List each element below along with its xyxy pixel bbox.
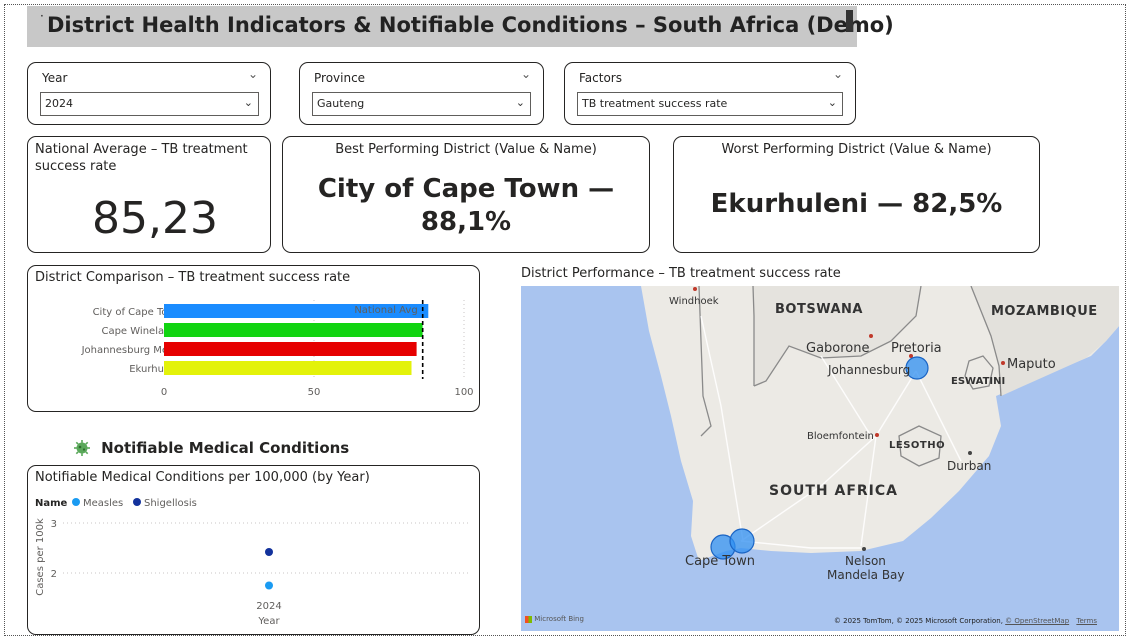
worst-district-card: Worst Performing District (Value & Name)… [673, 136, 1040, 253]
page-title: District Health Indicators & Notifiable … [47, 13, 894, 37]
category-label: Ekurhuleni [129, 364, 182, 375]
national-average-card: National Average – TB treatment success … [27, 136, 271, 253]
microsoft-logo-icon [525, 615, 532, 623]
label-south-africa: SOUTH AFRICA [769, 483, 898, 499]
best-district-value-line2: 88,1% [420, 207, 512, 237]
chevron-down-icon[interactable]: ⌄ [827, 96, 837, 109]
legend-label: Shigellosis [144, 498, 197, 509]
virus-icon [72, 438, 92, 458]
national-average-title: National Average – TB treatment success … [35, 142, 248, 174]
factors-slicer-label: Factors [579, 71, 622, 85]
year-dropdown-value: 2024 [45, 97, 73, 110]
city-dots [693, 287, 1005, 551]
label-lesotho: LESOTHO [889, 440, 945, 451]
label-windhoek: Windhoek [669, 296, 719, 307]
label-pretoria: Pretoria [891, 341, 942, 356]
best-district-value-line1: City of Cape Town — [317, 174, 615, 204]
category-label: City of Cape Town [92, 307, 181, 318]
country-borders [698, 286, 1002, 467]
category-label: Johannesburg Metro [80, 345, 181, 356]
x-tick-label: 2024 [256, 601, 281, 612]
osm-link[interactable]: © OpenStreetMap [1005, 617, 1070, 625]
bar [163, 303, 428, 318]
label-johannesburg: Johannesburg [827, 363, 910, 377]
x-tick-label: 0 [160, 387, 166, 398]
district-bubbles [710, 356, 929, 560]
district-chart-title: District Comparison – TB treatment succe… [35, 270, 351, 285]
roads [700, 315, 962, 549]
title-banner: · District Health Indicators & Notifiabl… [27, 6, 894, 47]
best-district-title: Best Performing District (Value & Name) [335, 142, 597, 157]
terms-link[interactable]: Terms [1076, 617, 1097, 625]
x-tick-label: 100 [454, 387, 473, 398]
bar [163, 322, 423, 337]
bing-label: Microsoft Bing [534, 615, 584, 623]
factors-dropdown-value: TB treatment success rate [582, 97, 728, 110]
notifiable-chart-title: Notifiable Medical Conditions per 100,00… [35, 470, 370, 485]
worst-district-value: Ekurhuleni — 82,5% [710, 189, 1003, 219]
y-axis-title: Cases per 100k [35, 518, 46, 596]
national-avg-label: National Avg [354, 305, 417, 316]
y-tick-label: 3 [50, 519, 56, 530]
chevron-down-icon[interactable]: ⌄ [832, 67, 843, 81]
label-bloemfontein: Bloemfontein [807, 431, 874, 442]
y-tick-label: 2 [50, 569, 56, 580]
notifiable-conditions-chart[interactable]: Notifiable Medical Conditions per 100,00… [27, 465, 480, 635]
resize-handle[interactable] [846, 10, 853, 32]
year-slicer-label: Year [42, 71, 68, 85]
label-cape-town: Cape Town [685, 554, 755, 569]
scatter-point [264, 547, 273, 556]
bing-logo: Microsoft Bing [525, 615, 584, 623]
province-slicer[interactable]: Province ⌄ Gauteng ⌄ [299, 62, 544, 125]
factors-slicer[interactable]: Factors ⌄ TB treatment success rate ⌄ [564, 62, 856, 125]
legend-title: Name [35, 498, 68, 509]
land-botswana [753, 286, 921, 386]
map-labels: Windhoek BOTSWANA MOZAMBIQUE Gaborone Pr… [669, 296, 1098, 582]
category-label: Cape Winelands [101, 326, 182, 337]
national-average-value: 85,23 [92, 193, 218, 244]
label-eswatini: ESWATINI [951, 376, 1005, 387]
bar [163, 341, 417, 356]
best-district-card: Best Performing District (Value & Name) … [282, 136, 650, 253]
worst-district-title: Worst Performing District (Value & Name) [721, 142, 992, 157]
land-mozambique [971, 286, 1119, 396]
legend-marker [71, 497, 80, 506]
notifiable-scatter-svg: Name Measles Shigellosis 2 3 Cases per 100k 20… [35, 497, 471, 627]
province-dropdown-value: Gauteng [317, 97, 365, 110]
chevron-down-icon[interactable]: ⌄ [243, 96, 253, 109]
label-botswana: BOTSWANA [775, 302, 863, 317]
report-canvas [4, 4, 1126, 636]
province-dropdown[interactable]: Gauteng ⌄ [312, 92, 531, 116]
province-slicer-label: Province [314, 71, 366, 85]
label-nelson: Nelson [845, 554, 886, 568]
label-durban: Durban [947, 459, 991, 473]
notifiable-section-title: Notifiable Medical Conditions [101, 438, 350, 457]
legend-label: Measles [83, 498, 123, 509]
map-canvas: Windhoek BOTSWANA MOZAMBIQUE Gaborone Pr… [641, 286, 1119, 582]
year-slicer[interactable]: Year ⌄ 2024 ⌄ [27, 62, 271, 125]
year-dropdown[interactable]: 2024 ⌄ [40, 92, 259, 116]
chevron-down-icon[interactable]: ⌄ [520, 67, 531, 81]
scatter-point [264, 581, 273, 589]
notifiable-section-header: Notifiable Medical Conditions [72, 437, 349, 459]
district-map[interactable]: Windhoek BOTSWANA MOZAMBIQUE Gaborone Pr… [521, 286, 1119, 631]
map-title: District Performance – TB treatment succ… [521, 266, 841, 281]
label-gaborone: Gaborone [806, 341, 870, 356]
map-attribution: © 2025 TomTom, © 2025 Microsoft Corporat… [834, 617, 1097, 625]
district-comparison-chart[interactable]: District Comparison – TB treatment succe… [27, 265, 480, 412]
factors-dropdown[interactable]: TB treatment success rate ⌄ [577, 92, 843, 116]
chevron-down-icon[interactable]: ⌄ [515, 96, 525, 109]
chevron-down-icon[interactable]: ⌄ [247, 67, 258, 81]
x-axis-title: Year [257, 616, 280, 627]
legend-marker [132, 497, 141, 506]
label-mandela-bay: Mandela Bay [827, 568, 905, 582]
label-mozambique: MOZAMBIQUE [991, 304, 1098, 319]
attribution-text: © 2025 TomTom, © 2025 Microsoft Corporat… [833, 617, 1003, 625]
title-dot: · [40, 9, 44, 23]
x-tick-label: 50 [307, 387, 320, 398]
bar [163, 360, 411, 375]
label-maputo: Maputo [1007, 357, 1056, 372]
